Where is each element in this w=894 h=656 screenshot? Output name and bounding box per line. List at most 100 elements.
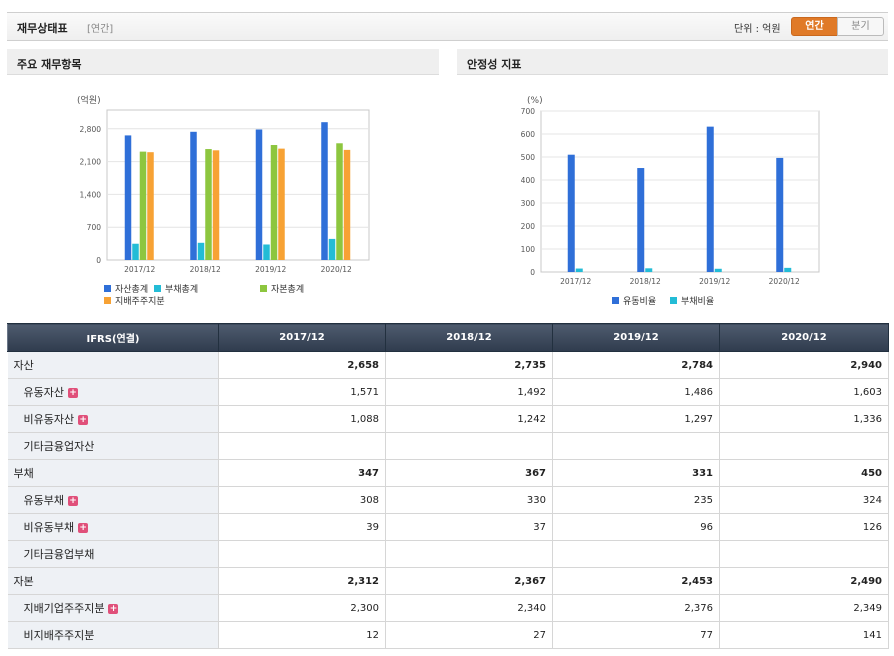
unit-label: 단위 : 억원 xyxy=(734,24,781,35)
row-label-cell: 지배기업주주지분 + xyxy=(7,594,219,622)
value-cell: 2,735 xyxy=(385,351,553,379)
expand-plus-icon[interactable]: + xyxy=(108,604,119,614)
value-cell: 27 xyxy=(385,621,553,649)
row-label-cell: 유동부채 + xyxy=(7,486,219,514)
bar-0 xyxy=(776,157,784,272)
value-cell: 324 xyxy=(719,486,889,514)
bar-1 xyxy=(784,267,792,272)
bar-1 xyxy=(714,268,722,272)
value-cell: 450 xyxy=(719,459,889,487)
y-tick-label: 0 xyxy=(96,256,101,265)
bar-1 xyxy=(132,243,139,260)
bar-3 xyxy=(343,149,351,260)
row-label-cell: 기타금융업부채 xyxy=(7,540,219,568)
x-tick-label: 2019/12 xyxy=(699,277,730,286)
row-label-cell: 부채 xyxy=(7,459,219,487)
value-cell: 2,490 xyxy=(719,567,889,595)
bar-3 xyxy=(212,150,220,260)
bar-0 xyxy=(706,126,714,272)
bar-2 xyxy=(205,149,212,260)
section-header: 재무상태표 [연간] 단위 : 억원 연간 분기 xyxy=(7,12,888,41)
table-row: 지배기업주주지분 +2,300 2,340 2,376 2,349 xyxy=(7,594,889,622)
row-label-cell: 비유동부채 + xyxy=(7,513,219,541)
value-cell: 37 xyxy=(385,513,553,541)
table-row: 자본 2,312 2,367 2,453 2,490 xyxy=(7,567,889,595)
expand-plus-icon[interactable]: + xyxy=(67,496,78,506)
value-cell xyxy=(719,540,889,568)
value-cell: 1,571 xyxy=(218,378,386,406)
bar-1 xyxy=(328,238,336,260)
value-cell: 235 xyxy=(552,486,720,514)
table-row: 유동부채 +308 330 235 324 xyxy=(7,486,889,514)
row-label: 기타금융업부채 xyxy=(23,548,95,561)
x-tick-label: 2018/12 xyxy=(630,277,661,286)
legend-swatch xyxy=(104,297,111,304)
balance-sheet-table: IFRS(연결) 2017/12 2018/12 2019/12 2020/12… xyxy=(7,323,889,649)
expand-plus-icon[interactable]: + xyxy=(78,523,89,533)
legend-label: 부채총계 xyxy=(165,283,198,295)
bar-1 xyxy=(263,244,270,260)
row-label: 비유동자산 xyxy=(23,413,75,426)
bar-0 xyxy=(321,122,328,260)
axis-unit-label: (%) xyxy=(527,96,543,106)
row-label-cell: 비지배주주지분 xyxy=(7,621,219,649)
table-row: 기타금융업부채 xyxy=(7,540,889,568)
legend-label: 부채비율 xyxy=(681,296,714,307)
bar-1 xyxy=(197,242,205,260)
bar-0 xyxy=(190,131,197,260)
bar-3 xyxy=(147,152,154,260)
tab-quarterly[interactable]: 분기 xyxy=(837,17,884,36)
column-header-2020: 2020/12 xyxy=(719,323,889,352)
tab-annual[interactable]: 연간 xyxy=(791,17,838,36)
legend-swatch xyxy=(154,285,161,292)
y-tick-label: 200 xyxy=(521,222,536,231)
bar-0 xyxy=(255,129,263,260)
row-label: 기타금융업자산 xyxy=(23,440,95,453)
value-cell: 1,297 xyxy=(552,405,720,433)
y-tick-label: 600 xyxy=(521,130,536,139)
row-label: 비유동부채 xyxy=(23,521,75,534)
y-tick-label: 500 xyxy=(521,153,536,162)
table-row: 자산 2,658 2,735 2,784 2,940 xyxy=(7,351,889,379)
x-tick-label: 2020/12 xyxy=(769,277,800,286)
x-tick-label: 2020/12 xyxy=(321,265,352,274)
value-cell: 2,340 xyxy=(385,594,553,622)
section-title: 재무상태표 xyxy=(17,22,68,35)
table-row: 비유동부채 +39 37 96 126 xyxy=(7,513,889,541)
row-label-cell: 유동자산 + xyxy=(7,378,219,406)
bar-1 xyxy=(645,268,653,272)
y-tick-label: 300 xyxy=(521,199,536,208)
value-cell xyxy=(218,432,386,460)
value-cell xyxy=(552,432,720,460)
row-label: 자본 xyxy=(13,575,34,588)
value-cell: 2,300 xyxy=(218,594,386,622)
value-cell xyxy=(385,540,553,568)
expand-plus-icon[interactable]: + xyxy=(67,388,78,398)
x-tick-label: 2019/12 xyxy=(255,265,286,274)
table-row: 부채 347 367 331 450 xyxy=(7,459,889,487)
bar-0 xyxy=(637,168,645,272)
value-cell: 2,312 xyxy=(218,567,386,595)
value-cell: 330 xyxy=(385,486,553,514)
value-cell: 12 xyxy=(218,621,386,649)
value-cell: 1,242 xyxy=(385,405,553,433)
bar-3 xyxy=(278,148,285,260)
value-cell: 347 xyxy=(218,459,386,487)
column-header-ifrs: IFRS(연결) xyxy=(7,323,219,352)
bar-0 xyxy=(567,154,575,272)
expand-plus-icon[interactable]: + xyxy=(78,415,89,425)
legend-label: 지배주주지분 xyxy=(115,296,165,307)
row-label: 자산 xyxy=(13,359,34,372)
plot-frame xyxy=(106,109,370,261)
table-row: 기타금융업자산 xyxy=(7,432,889,460)
legend-label: 자산총계 xyxy=(115,283,148,295)
value-cell: 141 xyxy=(719,621,889,649)
y-tick-label: 400 xyxy=(521,176,536,185)
value-cell: 2,367 xyxy=(385,567,553,595)
value-cell: 126 xyxy=(719,513,889,541)
row-label-cell: 자본 xyxy=(7,567,219,595)
period-tag: [연간] xyxy=(87,24,114,35)
value-cell: 1,603 xyxy=(719,378,889,406)
bar-2 xyxy=(270,145,278,260)
table-row: 유동자산 +1,571 1,492 1,486 1,603 xyxy=(7,378,889,406)
